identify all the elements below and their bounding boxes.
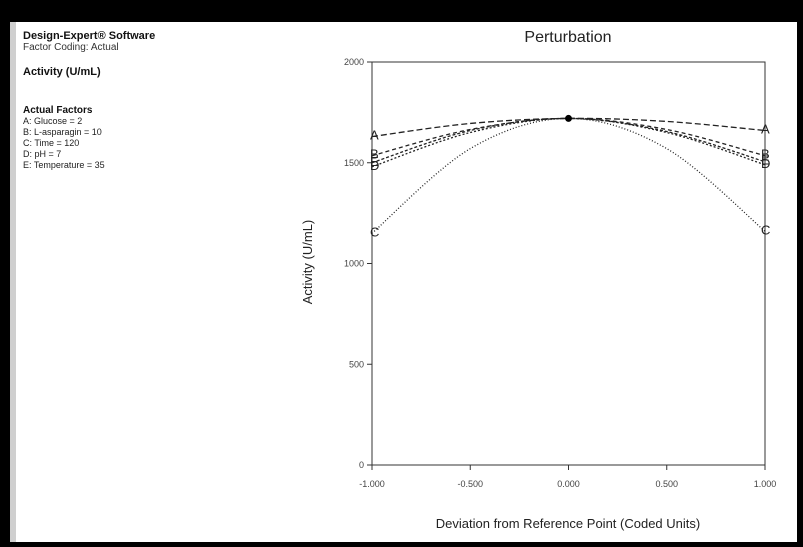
factor-c: C: Time = 120 <box>23 138 80 148</box>
factor-b: B: L-asparagin = 10 <box>23 127 102 137</box>
factor-e: E: Temperature = 35 <box>23 160 105 170</box>
series-label-right-B: B <box>761 147 770 162</box>
series-label-left-E: E <box>370 154 379 169</box>
y-tick-label-4: 2000 <box>344 57 364 67</box>
chart-title: Perturbation <box>524 29 611 46</box>
plot-border <box>371 61 766 466</box>
series-label-left-C: C <box>370 224 379 239</box>
series-label-left-A: A <box>370 128 379 143</box>
x-tick-label-2: 0.000 <box>557 479 580 489</box>
response-name: Activity (U/mL) <box>23 66 101 78</box>
x-tick-label-4: 1.000 <box>754 479 777 489</box>
y-tick-label-1: 500 <box>349 359 364 369</box>
y-tick-label-0: 0 <box>359 460 364 470</box>
y-axis-label: Activity (U/mL) <box>300 220 315 305</box>
y-tick-label-2: 1000 <box>344 259 364 269</box>
window-edge <box>10 22 16 542</box>
x-tick-label-1: -0.500 <box>457 479 483 489</box>
x-tick-label-0: -1.000 <box>359 479 385 489</box>
series-label-right-D: D <box>761 156 770 171</box>
y-tick-label-3: 1500 <box>344 158 364 168</box>
x-axis-label: Deviation from Reference Point (Coded Un… <box>436 516 700 531</box>
plot-window <box>10 22 797 542</box>
series-line-D <box>371 117 766 168</box>
software-title: Design-Expert® Software <box>23 30 156 42</box>
series-line-A <box>371 117 766 138</box>
info-panel: Design-Expert® Software Factor Coding: A… <box>23 30 283 171</box>
series-label-left-B: B <box>370 147 379 162</box>
factor-d: D: pH = 7 <box>23 149 62 159</box>
series-line-C <box>371 117 766 234</box>
actual-factors-title: Actual Factors <box>23 105 93 116</box>
series-label-right-A: A <box>761 122 770 137</box>
x-tick-label-3: 0.500 <box>655 479 678 489</box>
series-line-B <box>371 117 766 157</box>
series-label-right-E: E <box>761 153 770 168</box>
factor-coding: Factor Coding: Actual <box>23 42 119 53</box>
factor-a: A: Glucose = 2 <box>23 116 83 126</box>
series-label-left-D: D <box>370 158 379 173</box>
series-label-right-C: C <box>761 222 770 237</box>
reference-point-marker <box>565 114 572 122</box>
